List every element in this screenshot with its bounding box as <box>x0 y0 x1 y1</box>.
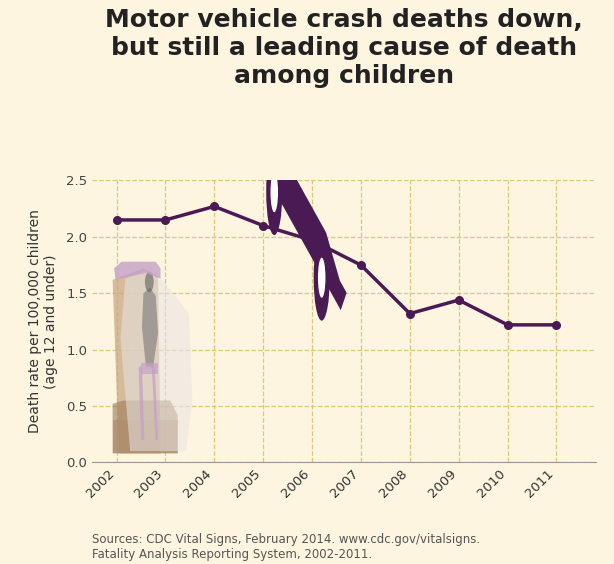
Ellipse shape <box>314 235 330 321</box>
Ellipse shape <box>271 172 278 212</box>
Polygon shape <box>152 367 158 440</box>
Ellipse shape <box>318 258 325 298</box>
Ellipse shape <box>266 149 282 235</box>
Y-axis label: Death rate per 100,000 children
(age 12 and under): Death rate per 100,000 children (age 12 … <box>28 210 58 433</box>
Polygon shape <box>112 400 177 453</box>
Text: Motor vehicle crash deaths down,
but still a leading cause of death
among childr: Motor vehicle crash deaths down, but sti… <box>105 8 583 88</box>
Polygon shape <box>141 363 158 374</box>
Ellipse shape <box>145 272 154 292</box>
Polygon shape <box>142 288 158 367</box>
Polygon shape <box>114 262 160 280</box>
Polygon shape <box>120 271 192 451</box>
Polygon shape <box>112 268 160 453</box>
Polygon shape <box>112 420 177 453</box>
Polygon shape <box>139 367 144 440</box>
Polygon shape <box>256 140 347 310</box>
Text: Sources: CDC Vital Signs, February 2014. www.cdc.gov/vitalsigns.
Fatality Analys: Sources: CDC Vital Signs, February 2014.… <box>92 533 480 561</box>
